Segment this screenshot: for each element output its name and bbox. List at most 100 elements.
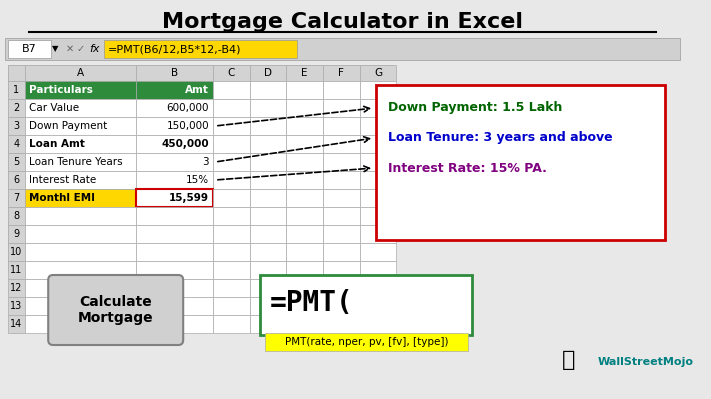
FancyBboxPatch shape bbox=[136, 189, 213, 207]
FancyBboxPatch shape bbox=[8, 189, 25, 207]
FancyBboxPatch shape bbox=[323, 153, 360, 171]
FancyBboxPatch shape bbox=[250, 117, 287, 135]
FancyBboxPatch shape bbox=[287, 315, 323, 333]
FancyBboxPatch shape bbox=[25, 207, 136, 225]
Text: A: A bbox=[77, 68, 84, 78]
Text: 13: 13 bbox=[10, 301, 23, 311]
Text: 8: 8 bbox=[14, 211, 19, 221]
Text: fx: fx bbox=[90, 44, 100, 54]
FancyBboxPatch shape bbox=[323, 171, 360, 189]
FancyBboxPatch shape bbox=[287, 207, 323, 225]
FancyBboxPatch shape bbox=[136, 99, 213, 117]
Text: Monthl EMI: Monthl EMI bbox=[29, 193, 95, 203]
FancyBboxPatch shape bbox=[8, 153, 25, 171]
FancyBboxPatch shape bbox=[287, 279, 323, 297]
Text: 3: 3 bbox=[14, 121, 19, 131]
FancyBboxPatch shape bbox=[323, 81, 360, 99]
FancyBboxPatch shape bbox=[8, 40, 51, 58]
Text: =PMT(: =PMT( bbox=[270, 289, 353, 317]
Text: Calculate
Mortgage: Calculate Mortgage bbox=[78, 295, 154, 325]
Text: Amt: Amt bbox=[186, 85, 209, 95]
FancyBboxPatch shape bbox=[250, 225, 287, 243]
FancyBboxPatch shape bbox=[360, 315, 396, 333]
FancyBboxPatch shape bbox=[213, 65, 250, 81]
FancyBboxPatch shape bbox=[360, 65, 396, 81]
Text: PMT(rate, nper, pv, [fv], [type]): PMT(rate, nper, pv, [fv], [type]) bbox=[284, 337, 448, 347]
FancyBboxPatch shape bbox=[136, 65, 213, 81]
FancyBboxPatch shape bbox=[136, 243, 213, 261]
FancyBboxPatch shape bbox=[8, 135, 25, 153]
FancyBboxPatch shape bbox=[25, 261, 136, 279]
FancyBboxPatch shape bbox=[323, 225, 360, 243]
Text: ✓: ✓ bbox=[77, 44, 85, 54]
Text: 2: 2 bbox=[14, 103, 19, 113]
Text: Loan Tenure: 3 years and above: Loan Tenure: 3 years and above bbox=[387, 132, 612, 144]
FancyBboxPatch shape bbox=[250, 279, 287, 297]
FancyBboxPatch shape bbox=[213, 81, 250, 99]
Text: 9: 9 bbox=[14, 229, 19, 239]
FancyBboxPatch shape bbox=[213, 207, 250, 225]
FancyBboxPatch shape bbox=[360, 243, 396, 261]
FancyBboxPatch shape bbox=[136, 207, 213, 225]
FancyBboxPatch shape bbox=[360, 135, 396, 153]
FancyBboxPatch shape bbox=[360, 297, 396, 315]
FancyBboxPatch shape bbox=[8, 261, 25, 279]
FancyBboxPatch shape bbox=[136, 279, 213, 297]
Text: Loan Tenure Years: Loan Tenure Years bbox=[29, 157, 122, 167]
FancyBboxPatch shape bbox=[25, 171, 136, 189]
FancyBboxPatch shape bbox=[213, 99, 250, 117]
FancyBboxPatch shape bbox=[136, 81, 213, 99]
FancyBboxPatch shape bbox=[250, 99, 287, 117]
Text: Down Payment: 1.5 Lakh: Down Payment: 1.5 Lakh bbox=[387, 101, 562, 115]
FancyBboxPatch shape bbox=[8, 81, 25, 99]
Text: G: G bbox=[374, 68, 382, 78]
FancyBboxPatch shape bbox=[323, 315, 360, 333]
FancyBboxPatch shape bbox=[25, 117, 136, 135]
Text: 15%: 15% bbox=[186, 175, 209, 185]
FancyBboxPatch shape bbox=[136, 171, 213, 189]
FancyBboxPatch shape bbox=[287, 117, 323, 135]
FancyBboxPatch shape bbox=[136, 135, 213, 153]
Text: 14: 14 bbox=[10, 319, 23, 329]
FancyBboxPatch shape bbox=[8, 243, 25, 261]
FancyBboxPatch shape bbox=[136, 261, 213, 279]
FancyBboxPatch shape bbox=[287, 81, 323, 99]
FancyBboxPatch shape bbox=[8, 99, 25, 117]
FancyBboxPatch shape bbox=[250, 171, 287, 189]
Text: B7: B7 bbox=[21, 44, 36, 54]
FancyBboxPatch shape bbox=[25, 189, 136, 207]
FancyBboxPatch shape bbox=[213, 117, 250, 135]
FancyBboxPatch shape bbox=[250, 297, 287, 315]
FancyBboxPatch shape bbox=[250, 153, 287, 171]
Text: Interest Rate: 15% PA.: Interest Rate: 15% PA. bbox=[387, 162, 547, 174]
FancyBboxPatch shape bbox=[360, 117, 396, 135]
Text: Loan Amt: Loan Amt bbox=[29, 139, 85, 149]
FancyBboxPatch shape bbox=[213, 189, 250, 207]
FancyBboxPatch shape bbox=[250, 189, 287, 207]
FancyBboxPatch shape bbox=[213, 153, 250, 171]
Text: Particulars: Particulars bbox=[29, 85, 93, 95]
Text: 🏦: 🏦 bbox=[562, 350, 575, 370]
Text: 10: 10 bbox=[10, 247, 23, 257]
Text: =PMT(B6/12,B5*12,-B4): =PMT(B6/12,B5*12,-B4) bbox=[108, 44, 242, 54]
FancyBboxPatch shape bbox=[323, 279, 360, 297]
Text: 15,599: 15,599 bbox=[169, 193, 209, 203]
FancyBboxPatch shape bbox=[136, 315, 213, 333]
FancyBboxPatch shape bbox=[287, 297, 323, 315]
Text: D: D bbox=[264, 68, 272, 78]
FancyBboxPatch shape bbox=[250, 207, 287, 225]
Text: 6: 6 bbox=[14, 175, 19, 185]
FancyBboxPatch shape bbox=[213, 315, 250, 333]
FancyBboxPatch shape bbox=[213, 297, 250, 315]
FancyBboxPatch shape bbox=[213, 261, 250, 279]
Text: Down Payment: Down Payment bbox=[29, 121, 107, 131]
FancyBboxPatch shape bbox=[136, 117, 213, 135]
Text: Mortgage Calculator in Excel: Mortgage Calculator in Excel bbox=[162, 12, 523, 32]
FancyBboxPatch shape bbox=[287, 153, 323, 171]
FancyBboxPatch shape bbox=[8, 207, 25, 225]
Text: WallStreetMojo: WallStreetMojo bbox=[598, 357, 694, 367]
FancyBboxPatch shape bbox=[25, 297, 136, 315]
FancyBboxPatch shape bbox=[360, 171, 396, 189]
FancyBboxPatch shape bbox=[287, 135, 323, 153]
Text: ▼: ▼ bbox=[52, 45, 58, 53]
